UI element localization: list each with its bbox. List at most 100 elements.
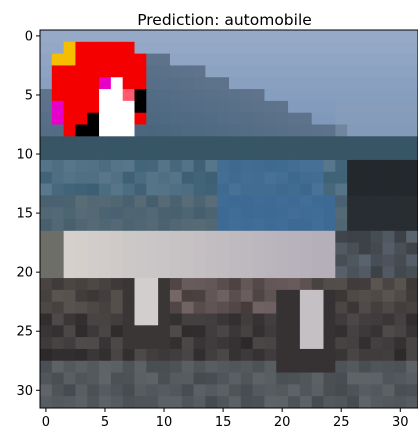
image-pixel	[358, 254, 372, 267]
image-pixel	[288, 372, 301, 385]
image-pixel	[299, 278, 313, 291]
image-pixel	[276, 325, 289, 338]
image-pixel	[276, 219, 289, 232]
image-pixel	[122, 360, 135, 373]
image-pixel	[134, 278, 147, 291]
image-pixel	[394, 372, 407, 385]
image-pixel	[146, 136, 159, 149]
image-pixel	[288, 325, 301, 338]
image-pixel	[229, 289, 242, 303]
image-pixel	[229, 136, 242, 149]
image-pixel	[169, 124, 183, 137]
image-pixel	[134, 41, 147, 55]
image-pixel	[276, 136, 289, 149]
image-pixel	[276, 195, 289, 208]
image-pixel	[406, 242, 418, 255]
image-pixel	[264, 183, 277, 196]
image-pixel	[217, 372, 230, 385]
image-pixels	[40, 30, 418, 409]
image-pixel	[146, 313, 159, 326]
image-pixel	[217, 65, 230, 78]
image-pixel	[252, 53, 265, 66]
image-pixel	[110, 266, 124, 279]
image-pixel	[358, 53, 372, 66]
image-pixel	[406, 360, 418, 373]
image-pixel	[288, 159, 301, 173]
image-pixel	[217, 77, 230, 90]
image-pixel	[169, 289, 183, 303]
image-pixel	[63, 30, 76, 43]
image-pixel	[169, 360, 183, 373]
image-pixel	[358, 230, 372, 244]
image-pixel	[358, 266, 372, 279]
image-pixel	[311, 325, 324, 338]
image-pixel	[205, 65, 218, 78]
image-pixel	[252, 254, 265, 267]
image-pixel	[217, 337, 230, 350]
image-pixel	[323, 242, 336, 255]
image-pixel	[311, 148, 324, 161]
image-pixel	[169, 100, 183, 114]
image-pixel	[252, 325, 265, 338]
image-pixel	[158, 242, 171, 255]
image-pixel	[99, 65, 112, 78]
image-pixel	[299, 124, 313, 137]
image-pixel	[229, 112, 242, 125]
image-pixel	[99, 77, 112, 90]
image-pixel	[181, 89, 194, 102]
image-pixel	[51, 100, 65, 114]
image-pixel	[299, 242, 313, 255]
image-pixel	[276, 360, 289, 373]
image-pixel	[205, 124, 218, 137]
image-pixel	[63, 289, 76, 303]
image-pixel	[358, 360, 372, 373]
image-pixel	[51, 301, 65, 314]
image-pixel	[347, 348, 360, 362]
image-pixel	[358, 148, 372, 161]
image-pixel	[311, 219, 324, 232]
image-pixel	[252, 348, 265, 362]
image-pixel	[394, 254, 407, 267]
image-pixel	[406, 337, 418, 350]
image-pixel	[358, 289, 372, 303]
image-pixel	[288, 266, 301, 279]
image-pixel	[40, 301, 53, 314]
image-pixel	[158, 41, 171, 55]
y-tick-label: 0	[25, 29, 33, 44]
image-pixel	[311, 136, 324, 149]
image-pixel	[63, 348, 76, 362]
image-pixel	[99, 337, 112, 350]
image-pixel	[347, 195, 360, 208]
image-pixel	[99, 348, 112, 362]
image-pixel	[382, 396, 395, 409]
image-pixel	[75, 77, 88, 90]
image-pixel	[99, 100, 112, 114]
image-pixel	[276, 372, 289, 385]
image-pixel	[229, 313, 242, 326]
image-pixel	[311, 348, 324, 362]
image-pixel	[323, 89, 336, 102]
image-pixel	[110, 278, 124, 291]
image-pixel	[264, 348, 277, 362]
image-pixel	[264, 254, 277, 267]
image-pixel	[193, 41, 206, 55]
image-pixel	[217, 278, 230, 291]
image-pixel	[134, 30, 147, 43]
image-pixel	[370, 53, 383, 66]
image-pixel	[99, 289, 112, 303]
image-pixel	[288, 77, 301, 90]
image-pixel	[311, 53, 324, 66]
image-pixel	[394, 242, 407, 255]
image-pixel	[87, 372, 100, 385]
image-pixel	[193, 100, 206, 114]
image-pixel	[193, 313, 206, 326]
image-pixel	[40, 242, 53, 255]
image-pixel	[240, 254, 254, 267]
image-pixel	[205, 348, 218, 362]
image-pixel	[347, 171, 360, 184]
image-pixel	[252, 148, 265, 161]
image-pixel	[205, 313, 218, 326]
image-pixel	[75, 183, 88, 196]
image-pixel	[370, 148, 383, 161]
image-pixel	[288, 183, 301, 196]
